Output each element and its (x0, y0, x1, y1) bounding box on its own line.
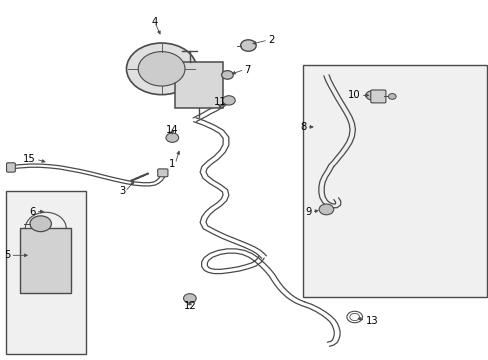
Text: 13: 13 (365, 316, 377, 325)
Text: 9: 9 (305, 207, 311, 217)
Bar (175, 62, 223, 108)
Text: 6: 6 (29, 207, 36, 217)
Circle shape (221, 71, 233, 79)
Text: 12: 12 (183, 301, 196, 311)
Text: 8: 8 (300, 122, 306, 132)
Circle shape (165, 133, 178, 142)
FancyBboxPatch shape (370, 90, 385, 103)
Bar (5, 191, 86, 354)
FancyBboxPatch shape (6, 163, 15, 172)
Bar (303, 65, 487, 297)
Circle shape (222, 96, 235, 105)
Text: 4: 4 (151, 17, 158, 27)
Circle shape (138, 51, 184, 86)
Text: 15: 15 (23, 154, 36, 164)
Circle shape (126, 43, 196, 95)
Text: 5: 5 (4, 250, 10, 260)
Circle shape (30, 216, 51, 231)
Text: 2: 2 (267, 35, 274, 45)
Text: 7: 7 (244, 64, 250, 75)
Circle shape (183, 294, 196, 303)
Text: 14: 14 (166, 125, 178, 135)
Text: 11: 11 (213, 97, 226, 107)
Circle shape (240, 40, 256, 51)
Text: 3: 3 (119, 186, 125, 197)
Text: 10: 10 (347, 90, 360, 100)
Circle shape (319, 204, 333, 215)
FancyBboxPatch shape (158, 169, 167, 177)
Circle shape (387, 94, 395, 99)
Bar (20, 228, 71, 293)
Circle shape (365, 91, 378, 100)
Text: 1: 1 (168, 159, 175, 169)
